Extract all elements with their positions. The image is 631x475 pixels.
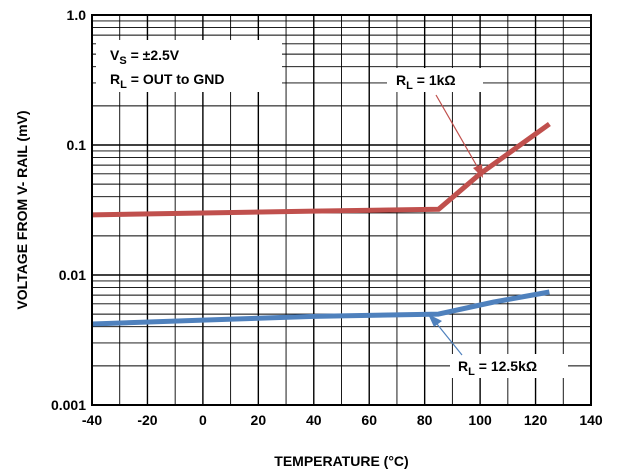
label-12k-value: = 12.5kΩ [475,358,537,374]
label-12k-text: RL = 12.5kΩ [458,358,537,378]
label-1k: RL = 1kΩ [387,68,483,178]
label-1k-value: = 1kΩ [413,72,456,88]
label-12k: RL = 12.5kΩ [428,314,568,378]
condition-supply: VS = ±2.5V [110,47,180,67]
label-12k-arrow [436,323,463,356]
conditions-annotation: VS = ±2.5V RL = OUT to GND [96,40,282,92]
condition-supply-v: V [110,47,120,63]
series-line-2 [91,289,550,327]
label-12k-bg [450,354,568,378]
x-tick-label: 100 [468,412,492,428]
condition-load-r: R [110,71,120,87]
label-1k-text: RL = 1kΩ [396,72,456,92]
y-axis-label: VOLTAGE FROM V- RAIL (mV) [14,110,30,309]
label-12k-r: R [458,358,468,374]
condition-supply-sub: S [119,55,126,67]
y-tick-label: 0.1 [67,137,87,153]
y-tick-label: 0.01 [59,267,86,283]
series-line-1 [91,121,551,218]
y-tick-labels: 0.001 0.01 0.1 1.0 [51,7,86,413]
condition-load-value: = OUT to GND [127,71,225,87]
label-12k-arrowhead [428,314,442,327]
x-tick-labels: -40 -20 0 20 40 60 80 100 120 140 [82,412,603,428]
label-1k-arrowhead [473,164,483,178]
conditions-box [96,40,282,92]
x-tick-label: 0 [199,412,207,428]
y-tick-label: 0.001 [51,397,86,413]
x-tick-label: 60 [361,412,377,428]
label-1k-sub: L [406,80,413,92]
label-1k-bg [387,68,483,92]
x-tick-label: -40 [82,412,102,428]
series-group [91,121,551,327]
x-tick-label: 40 [306,412,322,428]
condition-supply-value: = ±2.5V [127,47,180,63]
x-tick-label: 20 [251,412,267,428]
label-12k-sub: L [468,366,475,378]
condition-load: RL = OUT to GND [110,71,224,91]
x-axis-label: TEMPERATURE (°C) [274,453,408,469]
condition-load-sub: L [120,79,127,91]
x-tick-label: 80 [417,412,433,428]
plot-frame [91,14,592,406]
label-1k-arrow [435,94,479,169]
y-tick-label: 1.0 [67,7,87,23]
label-1k-r: R [396,72,406,88]
x-tick-label: 120 [524,412,548,428]
x-tick-label: 140 [579,412,603,428]
x-tick-label: -20 [137,412,157,428]
